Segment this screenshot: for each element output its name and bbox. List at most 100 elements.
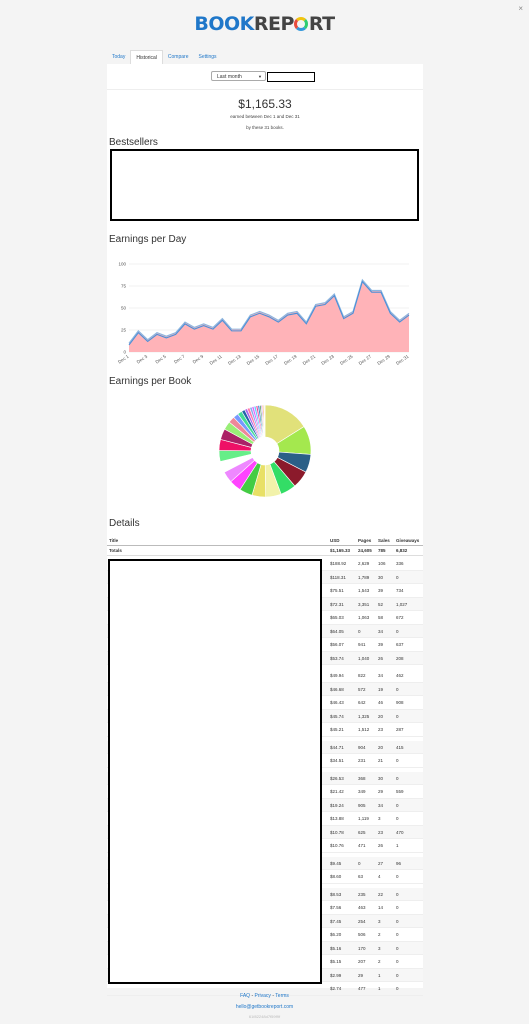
totals-pages: 24,605 [358,548,372,553]
cell-usd: $10.76 [330,843,344,848]
date-range-select[interactable]: Last month ▼ [211,71,266,81]
totals-label: Totals [109,548,122,553]
cell-sales: 46 [378,700,384,705]
cell-usd: $72.31 [330,601,344,607]
cell-pages: 463 [358,905,366,910]
earnings-per-day-heading: Earnings per Day [109,234,187,245]
date-range-value: Last month [217,74,242,80]
x-tick-label: Dec 29 [376,353,391,366]
table-header: Title USD Pages Sales Giveaways [107,536,423,546]
titles-redacted [108,559,322,984]
totals-row: Totals $1,165.33 24,605 785 6,832 [107,546,423,556]
cell-sales: 26 [378,655,384,661]
cell-give: 672 [396,615,404,620]
faq-link[interactable]: FAQ [240,993,251,999]
footer-separator: - [270,993,276,999]
cell-pages: 207 [358,959,366,964]
cell-sales: 3 [378,816,381,821]
cell-usd: $7.45 [330,918,342,924]
cell-usd: $65.03 [330,615,344,620]
cell-sales: 58 [378,615,384,620]
header-usd[interactable]: USD [330,538,340,543]
cell-give: 0 [396,628,399,634]
tab-settings[interactable]: Settings [198,54,217,60]
email-link[interactable]: hello@getbookreport.com [235,1004,294,1010]
cell-sales: 22 [378,891,384,897]
tab-bar: Today Historical Compare Settings [107,50,222,64]
filter-bar: Last month ▼ [107,64,423,90]
y-tick-label: 75 [121,284,127,289]
cell-give: 0 [396,918,399,924]
privacy-link[interactable]: Privacy [254,993,271,999]
cell-give: 0 [396,802,399,808]
bestsellers-redacted [110,149,419,221]
cell-usd: $49.94 [330,673,344,678]
cell-pages: 231 [358,758,366,763]
logo: BOOKREP RT [0,13,529,35]
cell-sales: 106 [378,561,386,566]
cell-sales: 34 [378,802,384,808]
redacted-field [267,72,315,82]
cell-give: 0 [396,775,399,781]
cell-pages: 506 [358,932,366,937]
earnings-per-book-heading: Earnings per Book [109,376,192,387]
cell-pages: 254 [358,918,366,924]
cell-sales: 21 [378,758,384,763]
cell-usd: $64.05 [330,628,344,634]
close-icon[interactable]: × [518,4,523,13]
cell-usd: $46.43 [330,700,344,705]
cell-sales: 3 [378,918,381,924]
chevron-down-icon: ▼ [258,74,262,79]
cell-give: 0 [396,945,399,951]
footer-separator: - [250,993,255,999]
cell-give: 637 [396,642,404,647]
cell-pages: 1,512 [358,727,370,732]
cell-give: 0 [396,959,399,964]
y-tick-label: 100 [118,262,126,267]
y-tick-label: 25 [121,328,127,333]
table-row: $2.74 477 1 0 [107,982,423,996]
cell-usd: $2.99 [330,972,342,978]
x-tick-label: Dec 21 [302,353,317,366]
pie-slice[interactable] [264,404,266,438]
tab-today[interactable]: Today [112,54,126,60]
logo-text-book: BOOK [194,13,254,35]
x-tick-label: Dec 27 [358,353,373,366]
cell-give: 415 [396,744,404,750]
cell-sales: 34 [378,628,384,634]
cell-usd: $188.92 [330,561,347,566]
cell-usd: $21.42 [330,789,344,794]
earnings-date-range: earned between Dec 1 and Dec 31 [230,114,300,119]
cell-pages: 29 [358,972,364,978]
terms-link[interactable]: Terms [275,993,289,999]
earnings-book-count: by these 31 books. [246,125,284,130]
tab-historical[interactable]: Historical [130,50,163,64]
build-id: 61f82248d7f59f9f [248,1014,281,1019]
cell-pages: 0 [358,628,361,634]
header-title[interactable]: Title [109,538,119,543]
cell-sales: 27 [378,860,384,866]
cell-sales: 39 [378,642,384,647]
cell-give: 0 [396,891,399,897]
cell-usd: $8.60 [330,874,342,879]
cell-usd: $10.78 [330,829,344,835]
cell-pages: 625 [358,829,366,835]
cell-pages: 904 [358,744,366,750]
cell-give: 0 [396,874,399,879]
cell-pages: 170 [358,945,366,951]
series-line [128,280,410,346]
header-giveaways[interactable]: Giveaways [396,538,420,543]
series-line [128,278,410,344]
cell-usd: $75.51 [330,588,344,593]
tab-compare[interactable]: Compare [167,54,189,60]
cell-sales: 14 [378,905,384,910]
cell-give: 208 [396,655,404,661]
header-pages[interactable]: Pages [358,538,372,543]
cell-sales: 4 [378,874,381,879]
cell-give: 0 [396,713,399,719]
cell-give: 1,027 [396,601,408,607]
cell-pages: 0 [358,860,361,866]
header-sales[interactable]: Sales [378,538,390,543]
cell-usd: $53.74 [330,655,344,661]
cell-pages: 1,325 [358,713,370,719]
